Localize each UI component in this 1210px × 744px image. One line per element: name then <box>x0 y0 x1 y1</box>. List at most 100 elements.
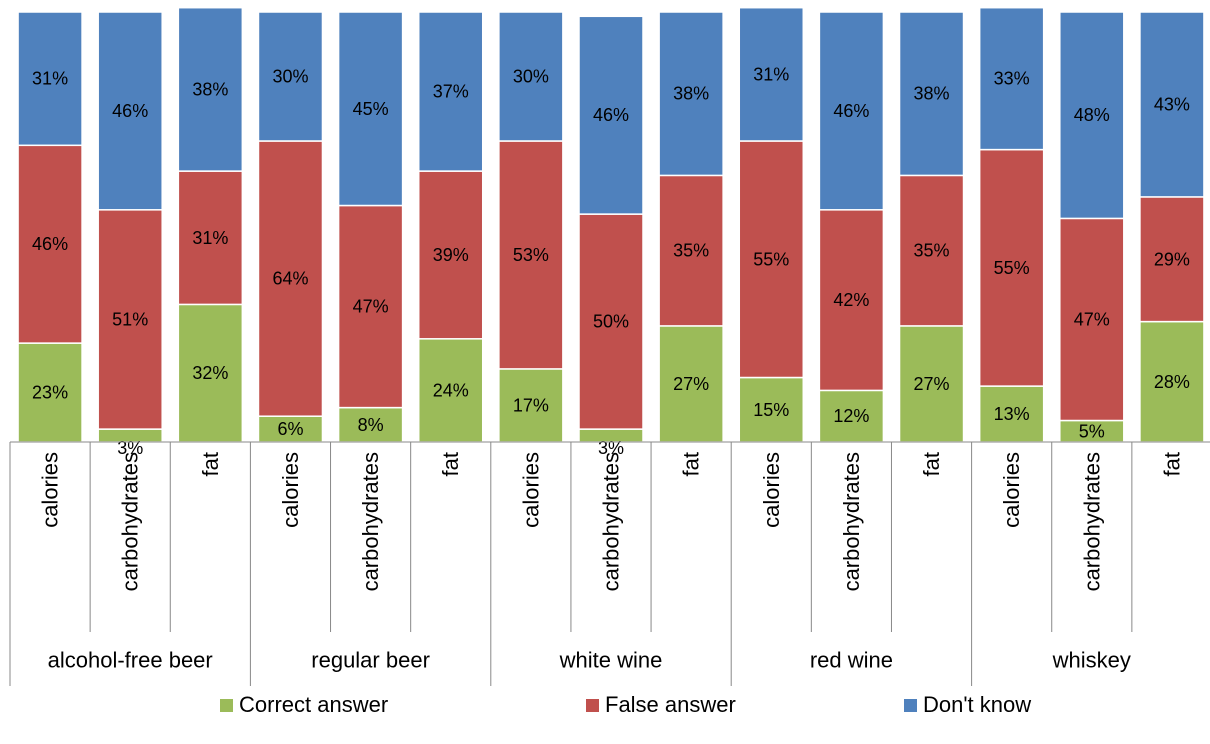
data-label-1-8: 3% <box>598 438 624 458</box>
data-label-3-5: 45% <box>353 99 389 119</box>
bar-segment-1-12 <box>898 325 965 443</box>
bar-segment-3-12 <box>898 11 965 177</box>
data-label-2-11: 42% <box>833 290 869 310</box>
data-label-2-6: 39% <box>433 245 469 265</box>
data-label-1-12: 27% <box>914 374 950 394</box>
bar-segment-1-4 <box>257 415 324 443</box>
category-label-8: carbohydrates <box>599 452 624 591</box>
data-label-1-9: 27% <box>673 374 709 394</box>
category-label-4: calories <box>278 452 303 528</box>
data-label-1-7: 17% <box>513 395 549 415</box>
bar-segment-3-8 <box>578 15 644 215</box>
legend-label-false: False answer <box>605 692 736 717</box>
data-label-1-2: 3% <box>117 438 143 458</box>
data-label-2-4: 64% <box>272 269 308 289</box>
data-label-3-7: 30% <box>513 67 549 87</box>
data-label-3-6: 37% <box>433 82 469 102</box>
legend: Correct answer False answer Don't know <box>0 692 1210 728</box>
bar-segment-3-6 <box>417 11 484 172</box>
bar-segment-3-7 <box>498 11 564 142</box>
category-label-14: carbohydrates <box>1079 452 1104 591</box>
bar-segment-3-15 <box>1139 11 1205 198</box>
category-label-15: fat <box>1159 452 1184 476</box>
data-label-3-2: 46% <box>112 101 148 121</box>
bars-layer <box>17 6 1205 443</box>
bar-segment-3-1 <box>17 11 83 147</box>
group-label-1: alcohol-free beer <box>48 648 213 673</box>
legend-item-false: False answer <box>586 692 736 718</box>
group-label-2: regular beer <box>311 648 430 673</box>
data-label-3-14: 48% <box>1074 105 1110 125</box>
data-label-2-2: 51% <box>112 309 148 329</box>
data-label-2-15: 29% <box>1154 249 1190 269</box>
bar-segment-1-6 <box>417 338 484 443</box>
legend-item-correct: Correct answer <box>220 692 388 718</box>
data-label-2-9: 35% <box>673 241 709 261</box>
bar-segment-3-9 <box>658 11 724 177</box>
legend-swatch-dont-know <box>904 698 917 712</box>
data-label-3-4: 30% <box>272 67 308 87</box>
category-label-2: carbohydrates <box>118 452 143 591</box>
bar-segment-1-13 <box>978 385 1045 443</box>
bar-segment-2-7 <box>498 140 564 370</box>
data-label-1-3: 32% <box>192 363 228 383</box>
data-label-3-11: 46% <box>833 101 869 121</box>
bar-segment-2-2 <box>97 209 163 430</box>
data-label-2-5: 47% <box>353 297 389 317</box>
data-label-2-10: 55% <box>753 249 789 269</box>
bar-segment-1-9 <box>658 325 724 443</box>
bar-segment-3-11 <box>818 11 885 211</box>
data-label-3-8: 46% <box>593 105 629 125</box>
bar-segment-2-5 <box>337 204 404 409</box>
group-label-3: white wine <box>559 648 663 673</box>
bar-segment-1-1 <box>17 342 83 443</box>
category-label-7: calories <box>518 452 543 528</box>
data-label-1-6: 24% <box>433 380 469 400</box>
data-label-2-8: 50% <box>593 312 629 332</box>
data-label-1-4: 6% <box>277 419 303 439</box>
data-label-2-7: 53% <box>513 245 549 265</box>
legend-swatch-correct <box>220 698 233 712</box>
data-label-2-3: 31% <box>192 228 228 248</box>
bar-segment-2-8 <box>578 213 644 430</box>
data-label-2-1: 46% <box>32 234 68 254</box>
data-label-2-13: 55% <box>994 258 1030 278</box>
group-label-4: red wine <box>810 648 893 673</box>
category-label-3: fat <box>198 452 223 476</box>
legend-label-dont-know: Don't know <box>923 692 1032 717</box>
data-label-1-1: 23% <box>32 383 68 403</box>
category-label-9: fat <box>679 452 704 476</box>
data-label-2-14: 47% <box>1074 309 1110 329</box>
data-label-1-11: 12% <box>833 406 869 426</box>
data-label-1-13: 13% <box>994 404 1030 424</box>
bar-segment-2-3 <box>177 170 244 306</box>
bar-segment-3-13 <box>978 6 1045 151</box>
category-label-6: fat <box>438 452 463 476</box>
legend-label-correct: Correct answer <box>239 692 389 717</box>
bar-segment-2-14 <box>1059 217 1125 422</box>
category-label-10: calories <box>759 452 784 528</box>
data-label-1-10: 15% <box>753 400 789 420</box>
data-label-3-10: 31% <box>753 64 789 84</box>
category-axis: calories carbohydrates fat calories carbohyd… <box>9 441 1210 686</box>
category-label-5: carbohydrates <box>358 452 383 591</box>
data-label-3-12: 38% <box>914 84 950 104</box>
data-label-3-3: 38% <box>192 79 228 99</box>
group-label-5: whiskey <box>1052 648 1131 673</box>
bar-segment-2-15 <box>1139 196 1205 323</box>
data-label-3-1: 31% <box>32 69 68 89</box>
bar-segment-3-3 <box>177 6 244 172</box>
category-label-12: fat <box>919 452 944 476</box>
category-label-11: carbohydrates <box>839 452 864 591</box>
data-label-1-5: 8% <box>358 415 384 435</box>
bar-segment-1-7 <box>498 368 564 443</box>
bar-segment-1-5 <box>337 406 404 443</box>
data-label-1-14: 5% <box>1079 421 1105 441</box>
bar-segment-3-4 <box>257 11 324 142</box>
bar-segment-3-10 <box>738 6 805 142</box>
bar-segment-3-14 <box>1059 11 1125 220</box>
category-label-1: calories <box>38 452 63 528</box>
data-label-2-12: 35% <box>914 241 950 261</box>
data-label-3-13: 33% <box>994 69 1030 89</box>
